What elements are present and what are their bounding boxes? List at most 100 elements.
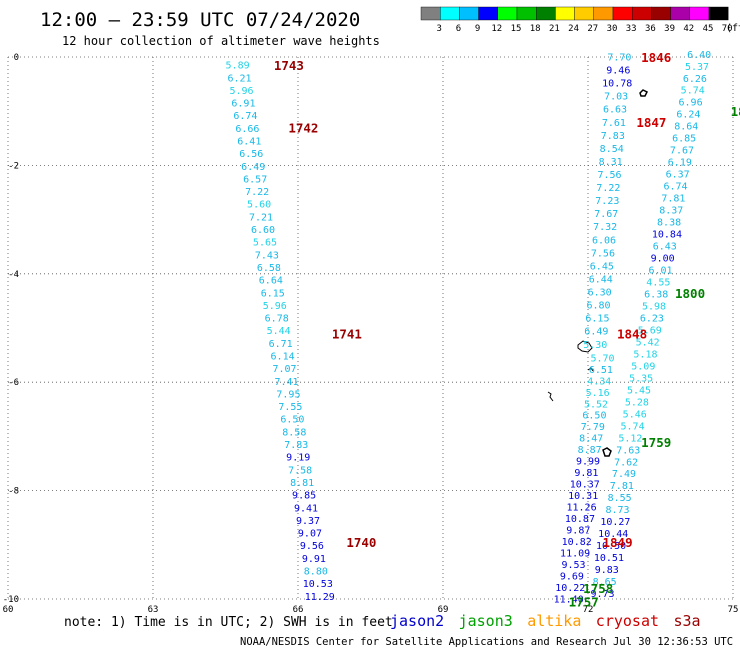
data-point-label: 9.83 (595, 565, 619, 576)
data-point-label: 8.58 (282, 427, 306, 438)
data-point-label: 5.52 (584, 399, 608, 410)
pass-time-label: 1848 (617, 326, 647, 341)
data-point-label: 6.60 (251, 225, 275, 236)
x-tick-label: 63 (148, 605, 159, 615)
data-point-label: 6.41 (237, 137, 261, 148)
x-tick-label: 69 (438, 605, 449, 615)
data-point-label: 5.18 (633, 349, 657, 360)
data-point-label: 6.06 (592, 235, 616, 246)
data-point-label: 6.80 (586, 301, 610, 312)
color-scale-label: 36 (645, 24, 656, 34)
y-tick-label: -6 (8, 378, 19, 388)
color-scale-label: 45 (703, 24, 714, 34)
color-scale-label: 42 (683, 24, 694, 34)
legend-entry: cryosat (596, 612, 659, 630)
y-tick-label: -4 (8, 270, 19, 280)
data-point-label: 6.56 (239, 149, 263, 160)
data-point-label: 7.79 (581, 422, 605, 433)
data-point-label: 5.35 (629, 373, 653, 384)
data-point-label: 6.19 (668, 158, 692, 169)
legend: jason2 jason3 altika cryosat s3a (390, 612, 701, 630)
pass-time-label: 1742 (288, 120, 318, 135)
x-tick-label: 72 (583, 605, 594, 615)
data-point-label: 6.23 (640, 313, 664, 324)
chart-title: 12:00 – 23:59 UTC 07/24/2020 (40, 9, 360, 31)
data-point-label: 7.81 (610, 481, 634, 492)
pass-time-label: 1759 (641, 435, 671, 450)
data-point-label: 7.21 (249, 212, 273, 223)
data-point-label: 6.71 (269, 339, 293, 350)
data-point-label: 9.81 (574, 468, 598, 479)
x-tick-label: 66 (293, 605, 304, 615)
color-scale-label: 9 (475, 24, 480, 34)
data-point-label: 6.21 (227, 73, 251, 84)
data-point-label: 8.65 (593, 577, 617, 588)
color-scale-label: 70 (722, 24, 733, 34)
data-point-label: 7.56 (591, 248, 615, 259)
legend-entry: jason2 (390, 612, 444, 630)
pass-time-label: 1740 (346, 535, 376, 550)
pass-time-label: 1741 (332, 326, 362, 341)
legend-entry: altika (527, 612, 581, 630)
data-point-label: 7.49 (612, 469, 636, 480)
color-scale-swatch (689, 6, 710, 21)
data-point-label: 5.74 (681, 86, 705, 97)
color-scale-label: 15 (511, 24, 522, 34)
color-scale-swatch (536, 6, 556, 21)
pass-time-label: 1757 (569, 595, 599, 610)
data-point-label: 7.41 (274, 377, 298, 388)
data-point-label: 9.56 (300, 541, 324, 552)
color-scale-swatch (632, 6, 652, 21)
data-point-label: 11.09 (560, 549, 590, 560)
y-tick-label: -8 (8, 487, 19, 497)
pass-time-label: 1743 (274, 58, 304, 73)
chart-subtitle: 12 hour collection of altimeter wave hei… (62, 34, 380, 48)
data-point-label: 9.00 (651, 254, 675, 265)
data-point-label: 8.80 (304, 566, 328, 577)
color-scale-swatch (555, 6, 575, 21)
data-point-label: 6.15 (585, 314, 609, 325)
data-point-label: 10.82 (562, 537, 592, 548)
data-point-label: 6.30 (588, 288, 612, 299)
data-point-label: 7.61 (602, 118, 626, 129)
color-scale-unit: (ft) (726, 23, 740, 34)
color-scale-swatch (516, 6, 537, 21)
data-point-label: 6.57 (243, 174, 267, 185)
data-point-label: 6.24 (676, 110, 700, 121)
data-point-label: 10.37 (570, 480, 600, 491)
data-point-label: 9.07 (298, 529, 322, 540)
color-scale-swatch (497, 6, 518, 21)
data-point-label: 8.37 (659, 206, 683, 217)
data-point-label: 6.37 (666, 170, 690, 181)
data-point-label: 10.27 (600, 517, 630, 528)
color-scale-label: 27 (587, 24, 598, 34)
color-scale-swatch (612, 6, 633, 21)
data-point-label: 5.12 (618, 433, 642, 444)
data-point-label: 9.85 (292, 491, 316, 502)
data-point-label: 6.74 (663, 182, 687, 193)
data-point-label: 5.65 (253, 238, 277, 249)
coastline-fragment (577, 340, 593, 353)
data-point-label: 7.56 (597, 170, 621, 181)
data-point-label: 6.44 (589, 274, 613, 285)
color-scale-swatch (459, 6, 479, 21)
data-point-label: 7.63 (616, 445, 640, 456)
data-point-label: 7.81 (661, 194, 685, 205)
x-tick-label: 75 (728, 605, 739, 615)
data-point-label: 10.44 (598, 529, 628, 540)
data-point-label: 5.37 (685, 62, 709, 73)
coastline-fragment (639, 89, 649, 97)
color-scale-label: 24 (568, 24, 579, 34)
data-point-label: 6.49 (241, 162, 265, 173)
color-scale-label: 12 (491, 24, 502, 34)
data-point-label: 6.66 (235, 124, 259, 135)
color-scale-label: 33 (626, 24, 637, 34)
data-point-label: 6.58 (257, 263, 281, 274)
legend-entry: s3a (674, 612, 701, 630)
color-scale-label: 21 (549, 24, 560, 34)
color-scale-label: 18 (530, 24, 541, 34)
color-scale-swatch (651, 6, 671, 21)
data-point-label: 8.73 (605, 505, 629, 516)
pass-time-label: 1846 (641, 50, 671, 65)
